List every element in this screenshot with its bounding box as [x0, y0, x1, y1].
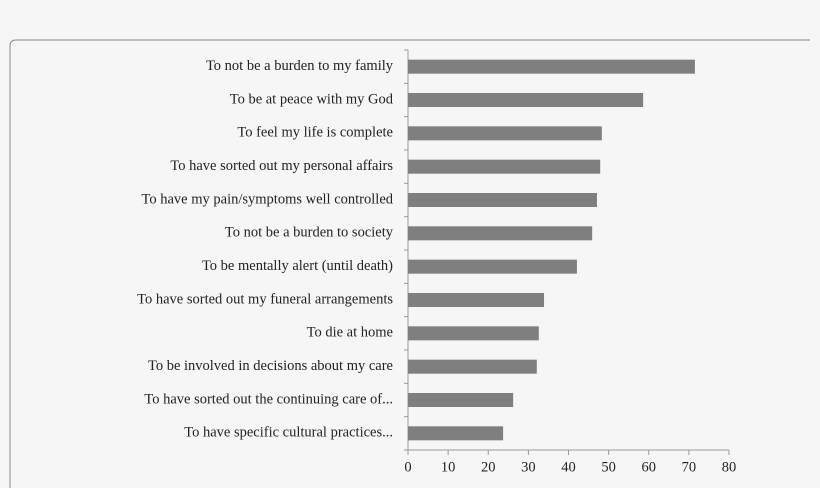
- y-tick-label: To have my pain/symptoms well controlled: [142, 191, 394, 207]
- bar: [408, 226, 593, 241]
- bar: [408, 259, 577, 274]
- y-tick-label: To not be a burden to society: [225, 225, 394, 241]
- bar: [408, 159, 601, 174]
- y-tick-label: To be at peace with my God: [230, 91, 394, 107]
- bar: [408, 426, 504, 441]
- bar: [408, 326, 539, 341]
- card-border: [9, 39, 810, 488]
- y-tick-label: To have sorted out my personal affairs: [170, 158, 393, 174]
- bar: [408, 359, 537, 374]
- x-tick-label: 50: [601, 459, 616, 475]
- bar: [408, 393, 514, 407]
- x-tick-label: 40: [561, 459, 576, 475]
- bar: [408, 126, 602, 141]
- bar: [408, 293, 545, 307]
- y-tick-label: To be mentally alert (until death): [202, 258, 393, 274]
- x-tick-label: 70: [682, 459, 697, 475]
- x-tick-label: 20: [481, 459, 496, 475]
- y-tick-label: To feel my life is complete: [237, 125, 393, 141]
- y-tick-label: To die at home: [307, 325, 393, 341]
- x-tick-label: 80: [722, 459, 737, 475]
- x-tick-label: 0: [404, 459, 411, 475]
- x-tick-label: 10: [441, 459, 456, 475]
- y-tick-label: To have sorted out my funeral arrangemen…: [137, 291, 393, 307]
- x-tick-label: 30: [521, 459, 536, 475]
- y-tick-label: To have sorted out the continuing care o…: [144, 391, 393, 407]
- y-tick-label: To not be a burden to my family: [206, 58, 394, 74]
- y-tick-label: To have specific cultural practices...: [184, 425, 393, 441]
- bar: [408, 59, 695, 74]
- bar: [408, 93, 644, 107]
- x-tick-label: 60: [642, 459, 657, 475]
- bar: [408, 193, 597, 207]
- y-tick-label: To be involved in decisions about my car…: [148, 358, 393, 374]
